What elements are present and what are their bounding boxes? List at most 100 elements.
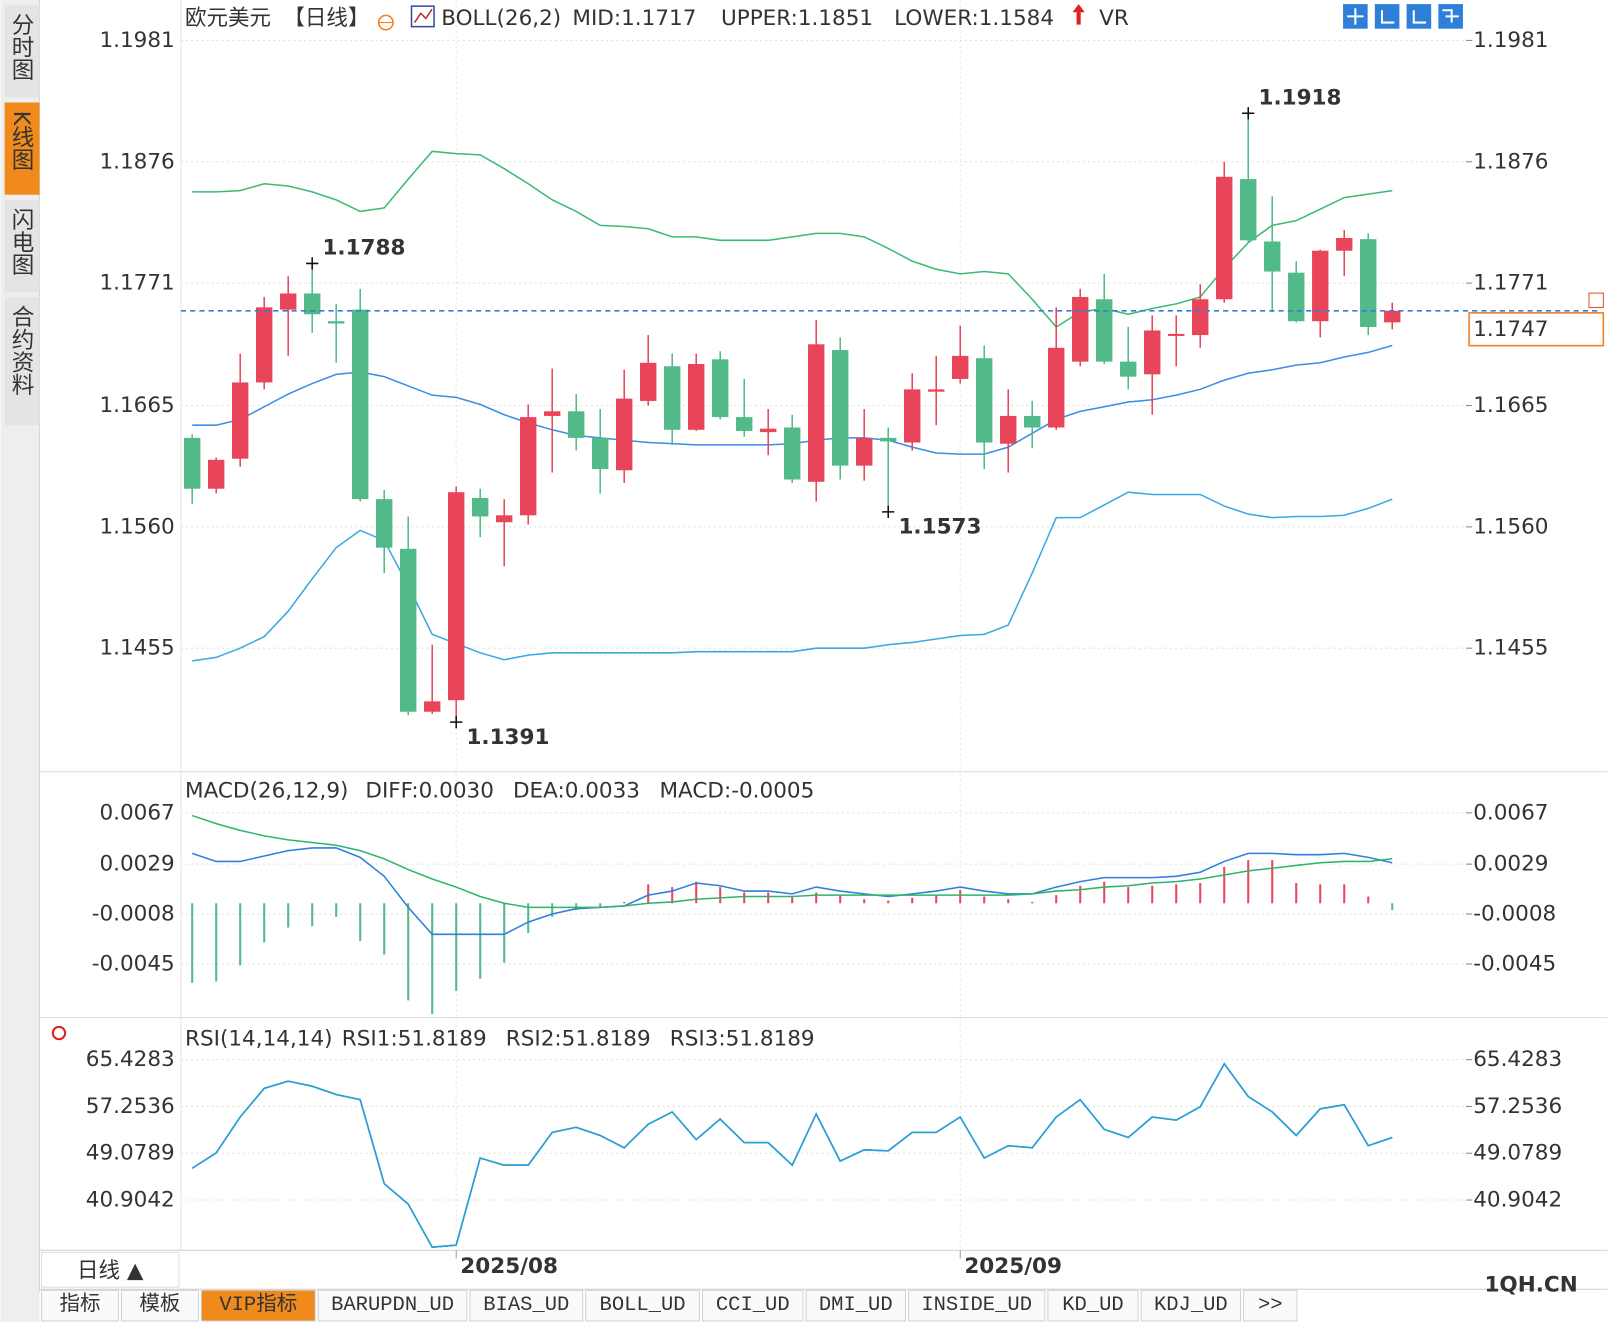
macd-bar	[479, 903, 482, 979]
legend-entry: RSI3:51.8189	[670, 1027, 815, 1052]
bottom-tab[interactable]: CCI_UD	[716, 1294, 790, 1317]
extreme-label: 1.1573	[898, 515, 981, 540]
legend-entry: MACD:-0.0005	[660, 779, 815, 804]
macd-bar	[1055, 895, 1058, 904]
legend-entry: RSI2:51.8189	[506, 1027, 651, 1052]
macd-bar	[1247, 860, 1250, 904]
period-button[interactable]: 日线 ▲	[77, 1258, 144, 1283]
bottom-tab-bg	[1243, 1289, 1298, 1322]
bottom-tab[interactable]: BARUPDN_UD	[331, 1294, 454, 1317]
candle-body	[1312, 250, 1329, 322]
candle-body	[1144, 330, 1161, 375]
macd-bar	[1391, 903, 1394, 911]
macd-bar	[215, 903, 218, 982]
extra-label: VR	[1099, 6, 1129, 31]
candle-body	[1240, 179, 1257, 241]
bottom-tab-bg	[908, 1289, 1046, 1322]
y-tick-label: 1.1981	[99, 28, 174, 53]
bottom-tab[interactable]: KD_UD	[1062, 1294, 1123, 1317]
tool-glyphs	[1347, 8, 1459, 25]
last-price-box	[1468, 312, 1605, 347]
bottom-tab[interactable]: DMI_UD	[819, 1294, 893, 1317]
sidebar	[0, 0, 40, 1322]
macd-bar	[647, 884, 650, 904]
sidebar-tab[interactable]: 分时图	[8, 13, 34, 81]
sidebar-tab-bg	[4, 297, 40, 426]
candle-body	[400, 548, 417, 712]
extreme-label: 1.1391	[466, 725, 549, 750]
macd-bar	[767, 892, 770, 904]
price-flag-icon	[1588, 292, 1604, 308]
bottom-tab[interactable]: VIP指标	[219, 1292, 297, 1317]
candle-body	[1216, 176, 1233, 300]
panel-title: 欧元美元	[185, 6, 271, 31]
rsi-icon	[51, 1025, 67, 1041]
macd-bar	[935, 895, 938, 904]
bottom-tab[interactable]: 模板	[139, 1292, 180, 1317]
sidebar-tab[interactable]: K线图	[8, 111, 34, 171]
macd-bar	[335, 903, 338, 917]
y2-tick-label: 1.1455	[1473, 636, 1548, 661]
extreme-marker	[1242, 107, 1255, 120]
macd-bar	[1271, 860, 1274, 904]
macd-bar	[1199, 883, 1202, 904]
bottom-tab-bg	[41, 1289, 119, 1322]
series-line	[191, 847, 1393, 936]
y-tick-label: 1.1771	[99, 271, 174, 296]
legend-entry: UPPER:1.1851	[721, 6, 873, 31]
candle-body	[856, 437, 873, 466]
y2-tick-label: 40.9042	[1473, 1188, 1562, 1213]
y-tick-label: 40.9042	[86, 1188, 175, 1213]
y2-tick-label: 0.0067	[1473, 800, 1548, 825]
macd-bar	[1175, 884, 1178, 904]
macd-bar	[287, 903, 290, 928]
sidebar-tab-bg	[4, 102, 40, 195]
sidebar-tab[interactable]: 合约资料	[8, 305, 34, 396]
y-tick-label: 0.0067	[99, 800, 174, 825]
macd-bar	[431, 903, 434, 1014]
macd-bar	[1223, 866, 1226, 904]
bottom-tab[interactable]: BOLL_UD	[600, 1294, 686, 1317]
candle-body	[592, 437, 609, 470]
candle-body	[1288, 272, 1305, 322]
series-line	[191, 814, 1393, 909]
panel-title: MACD(26,12,9)	[185, 779, 348, 804]
macd-bar	[1343, 884, 1346, 904]
bottom-tab[interactable]: INSIDE_UD	[921, 1294, 1032, 1317]
tool-button[interactable]	[1406, 4, 1432, 29]
tool-button[interactable]	[1374, 4, 1400, 29]
macd-bar	[263, 903, 266, 943]
bottom-tab-bg	[702, 1289, 804, 1322]
toolbar	[1343, 4, 1463, 29]
bottom-tab[interactable]: BIAS_UD	[483, 1294, 569, 1317]
sidebar-tab-bg	[4, 5, 40, 98]
y2-tick-label: -0.0045	[1473, 951, 1556, 976]
macd-bar	[1079, 885, 1082, 904]
bottom-tab[interactable]: 指标	[59, 1292, 100, 1317]
bottom-tab[interactable]: KDJ_UD	[1154, 1294, 1228, 1317]
bottom-tab-bg	[317, 1289, 468, 1322]
period-label: 【日线】	[283, 6, 369, 31]
bottom-tab-bg	[805, 1289, 906, 1322]
legend-entry: DEA:0.0033	[513, 779, 640, 804]
candle-body	[1264, 241, 1281, 272]
macd-bar	[551, 903, 554, 917]
macd-bar	[239, 903, 242, 966]
x-tick-label: 2025/09	[964, 1254, 1062, 1279]
extreme-label: 1.1918	[1258, 85, 1341, 110]
sidebar-tab[interactable]: 闪电图	[8, 208, 34, 276]
y-tick-label: -0.0008	[92, 902, 175, 927]
y2-tick-label: 49.0789	[1473, 1141, 1562, 1166]
bottom-tab[interactable]: >>	[1258, 1294, 1283, 1317]
macd-bar	[695, 881, 698, 904]
bottom-tab-bg	[469, 1289, 584, 1322]
candle-body	[351, 309, 369, 500]
candle-body	[375, 499, 393, 548]
y2-tick-label: 1.1876	[1473, 149, 1548, 174]
macd-bar	[623, 901, 626, 904]
macd-bar	[503, 903, 506, 963]
bottom-tab-bg	[585, 1289, 700, 1322]
